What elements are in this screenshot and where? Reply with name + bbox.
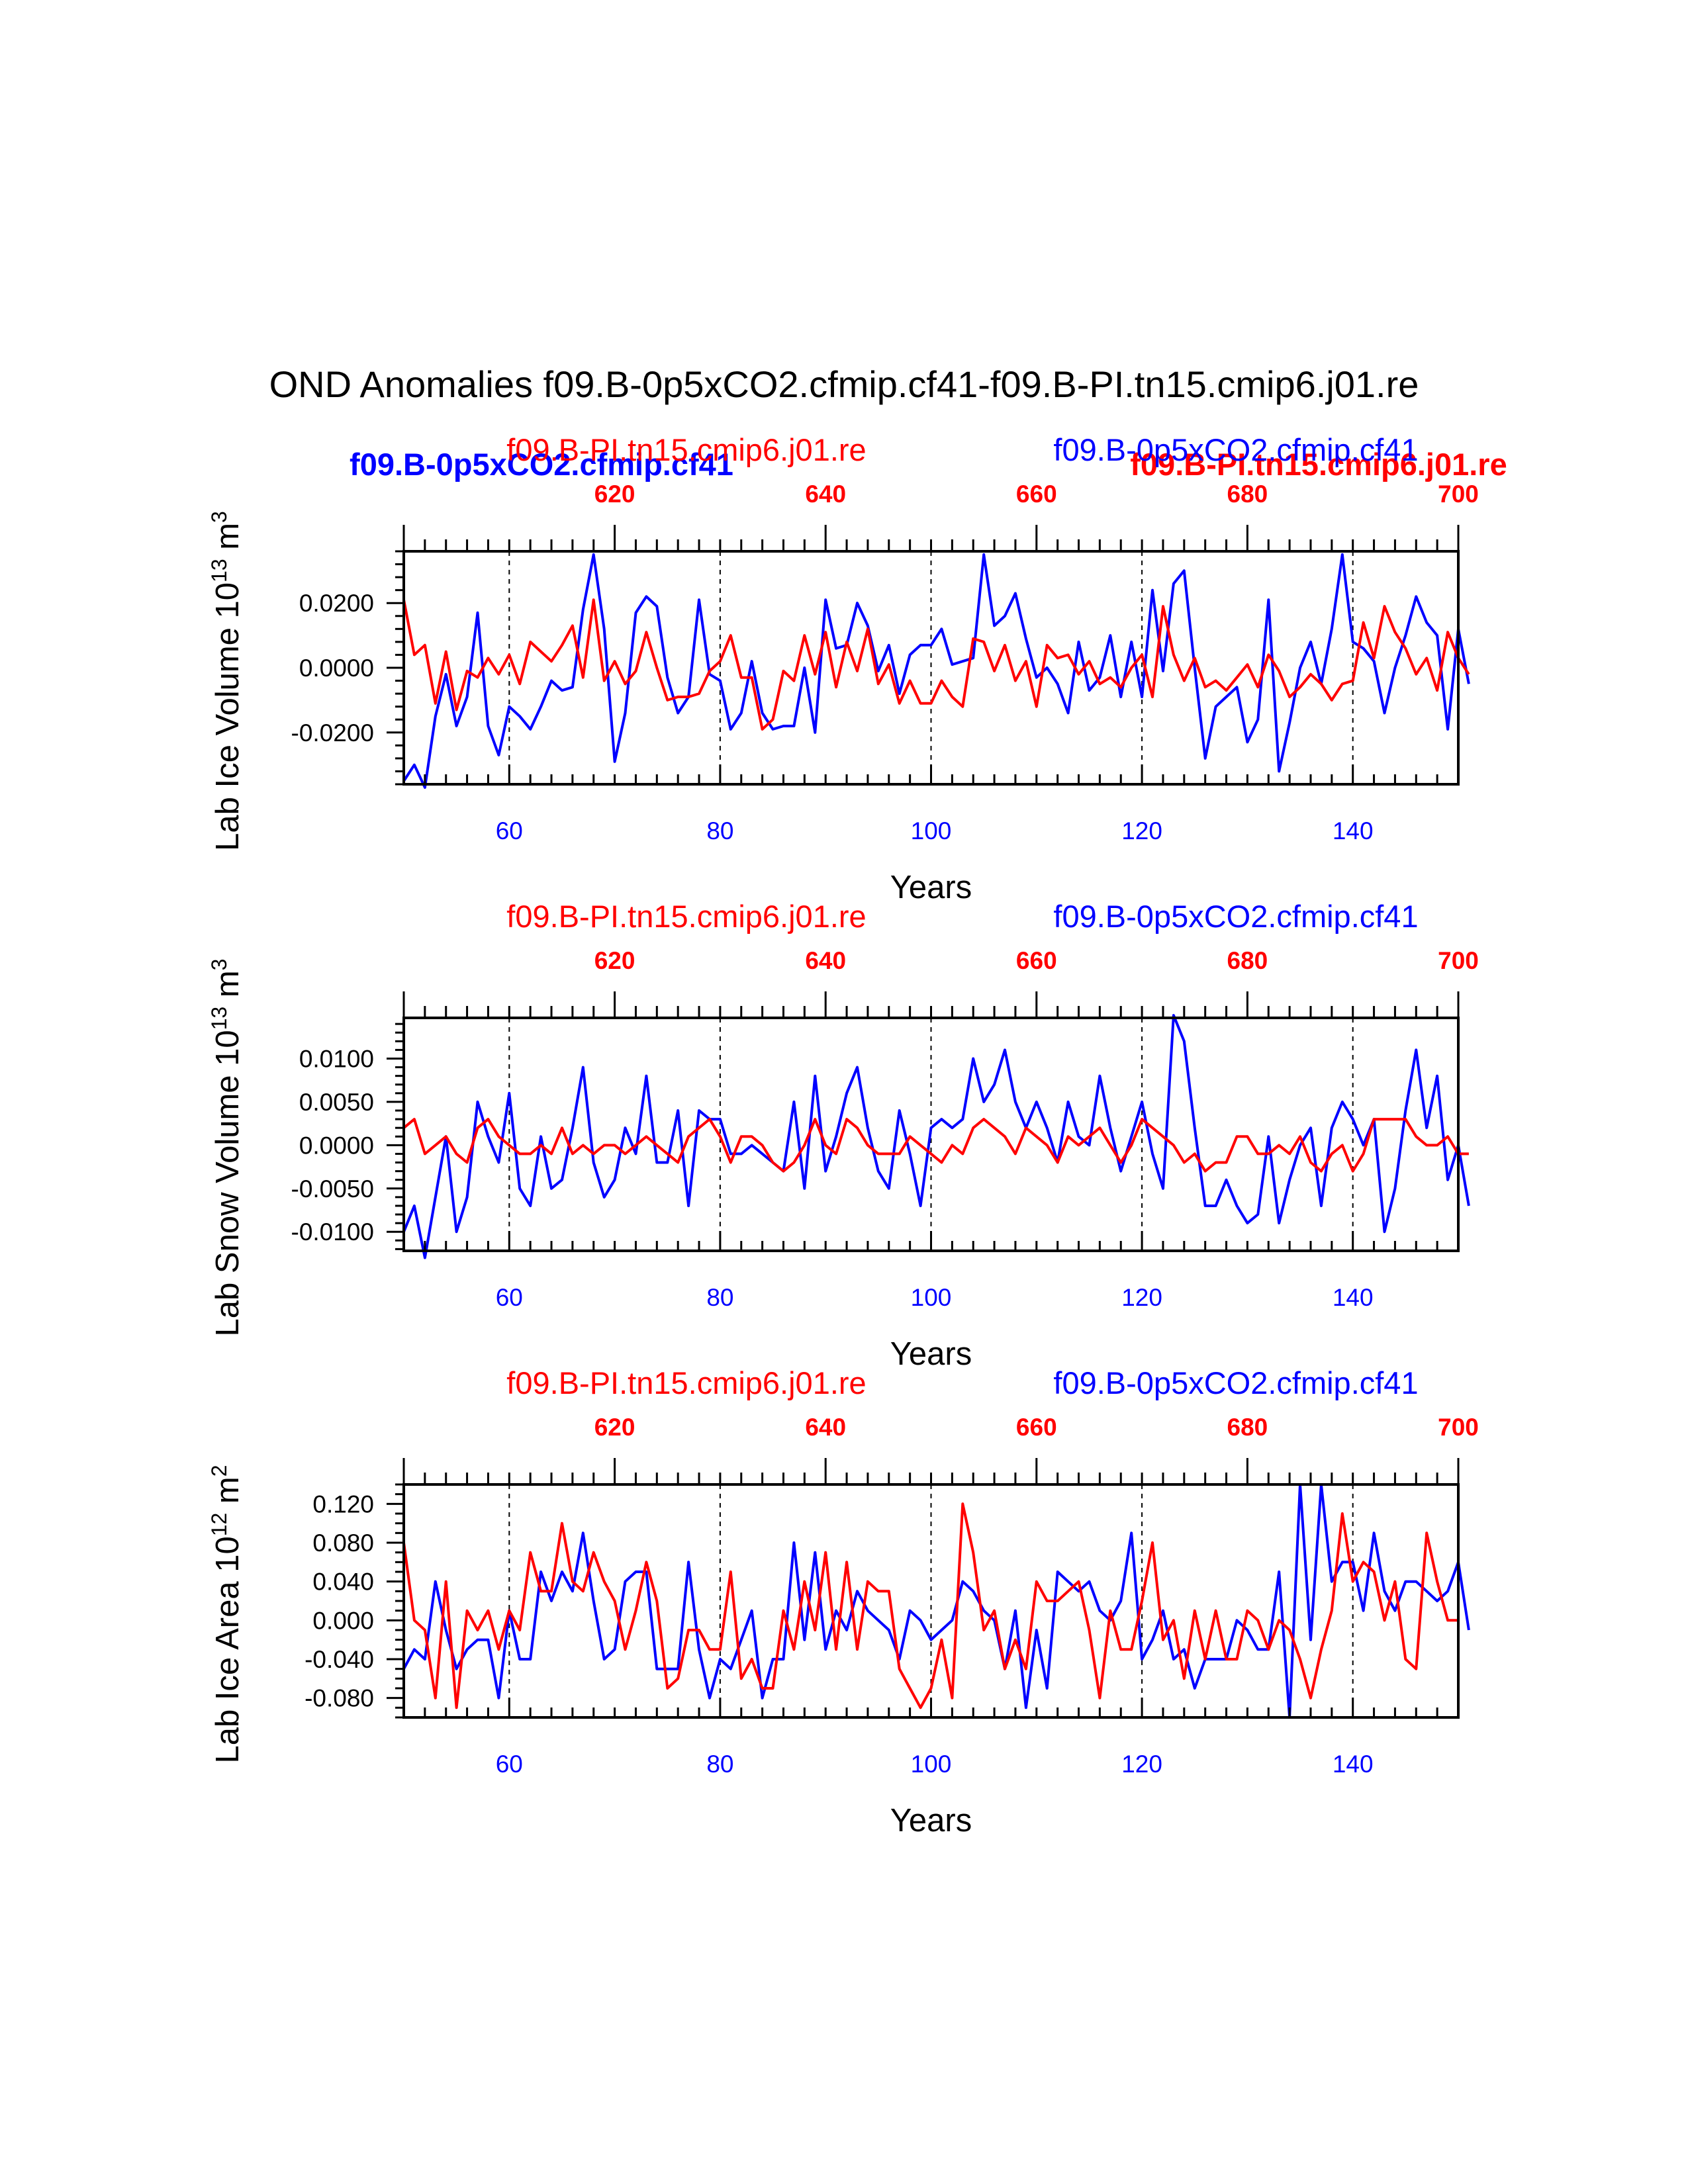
y-tick-label: 0.120 xyxy=(312,1490,374,1518)
y-tick-label: -0.080 xyxy=(305,1685,374,1712)
x-tick-label: 100 xyxy=(911,1751,952,1778)
x-axis-label: Years xyxy=(890,870,972,905)
top-left-run-label: f09.B-PI.tn15.cmip6.j01.re xyxy=(506,899,866,934)
y-tick-label: 0.0050 xyxy=(299,1089,374,1116)
y-tick-label: 0.0000 xyxy=(299,1132,374,1159)
top-x-tick-label: 700 xyxy=(1438,1414,1479,1441)
y-axis-label-ylabel-unit-exp: 3 xyxy=(207,959,231,971)
top-x-tick-label: 640 xyxy=(805,947,846,974)
x-tick-label: 120 xyxy=(1121,1284,1162,1311)
x-tick-label: 60 xyxy=(496,817,523,844)
series-red-line xyxy=(402,1502,1458,1709)
overlay-blue-label: f09.B-0p5xCO2.cfmip.cf41 xyxy=(350,447,733,482)
y-tick-label: -0.0050 xyxy=(291,1175,375,1203)
top-x-tick-label: 660 xyxy=(1016,947,1057,974)
top-right-run-label: f09.B-0p5xCO2.cfmip.cf41 xyxy=(1053,432,1418,467)
y-axis-label-ylabel-unit: m xyxy=(210,970,246,1006)
y-axis-label-ylabel-unit: m xyxy=(210,1477,246,1512)
y-axis-label-ylabel-exp: 13 xyxy=(207,1007,231,1030)
x-axis-label: Years xyxy=(890,1336,972,1372)
top-right-run-label: f09.B-0p5xCO2.cfmip.cf41 xyxy=(1053,899,1418,934)
y-axis-label-ylabel-exp: 13 xyxy=(207,559,231,582)
x-tick-label: 120 xyxy=(1121,1751,1162,1778)
top-x-tick-label: 620 xyxy=(594,480,635,508)
y-axis-label-ylabel-main: Lab Ice Volume 10 xyxy=(210,582,246,851)
top-x-tick-label: 680 xyxy=(1227,947,1268,974)
y-tick-label: 0.040 xyxy=(312,1569,374,1596)
x-tick-label: 60 xyxy=(496,1284,523,1311)
top-x-tick-label: 700 xyxy=(1438,947,1479,974)
top-right-run-label: f09.B-0p5xCO2.cfmip.cf41 xyxy=(1053,1365,1418,1400)
x-tick-label: 100 xyxy=(911,817,952,844)
y-axis-label-ylabel-exp: 12 xyxy=(207,1513,231,1537)
series-blue-line xyxy=(402,1014,1470,1259)
chart-panel-1: -0.0200 0.0000 0.0200 60 80 100 120 140 620 640 66… xyxy=(207,432,1479,905)
figure-title: OND Anomalies f09.B-0p5xCO2.cfmip.cf41-f… xyxy=(269,363,1419,405)
series-red-line xyxy=(402,1118,1469,1173)
top-x-tick-label: 660 xyxy=(1016,480,1057,508)
y-tick-label: 0.0100 xyxy=(299,1046,374,1073)
overlay-red-label: f09.B-PI.tn15.cmip6.j01.re xyxy=(1130,447,1507,482)
x-tick-label: 80 xyxy=(706,1284,733,1311)
x-tick-label: 80 xyxy=(706,1751,733,1778)
y-axis-label-ylabel-unit-exp: 2 xyxy=(207,1465,231,1477)
top-x-tick-label: 640 xyxy=(805,480,846,508)
y-axis-label-ylabel-main: Lab Ice Area 10 xyxy=(210,1536,246,1763)
y-tick-label: 0.0200 xyxy=(299,590,374,617)
top-left-run-label: f09.B-PI.tn15.cmip6.j01.re xyxy=(506,1365,866,1400)
top-x-tick-label: 700 xyxy=(1438,480,1479,508)
x-tick-label: 100 xyxy=(911,1284,952,1311)
x-tick-label: 140 xyxy=(1333,817,1374,844)
top-x-tick-label: 680 xyxy=(1227,480,1268,508)
x-tick-label: 120 xyxy=(1121,817,1162,844)
top-x-tick-label: 660 xyxy=(1016,1414,1057,1441)
chart-panel-2: -0.0100 -0.0050 0.0000 0.0050 0.0100 60 80 100 1… xyxy=(207,899,1479,1372)
y-tick-label: -0.0200 xyxy=(291,719,375,747)
top-x-tick-label: 680 xyxy=(1227,1414,1268,1441)
x-tick-label: 140 xyxy=(1333,1751,1374,1778)
top-x-tick-label: 640 xyxy=(805,1414,846,1441)
x-tick-label: 60 xyxy=(496,1751,523,1778)
top-x-tick-label: 620 xyxy=(594,1414,635,1441)
y-tick-label: -0.040 xyxy=(305,1646,374,1673)
series-blue-line xyxy=(402,1483,1470,1719)
chart-panel-3: -0.080 -0.040 0.000 0.040 0.080 0.120 60 80 100 1… xyxy=(207,1365,1479,1839)
series-blue-line xyxy=(402,553,1470,789)
y-axis-label-ylabel-main: Lab Snow Volume 10 xyxy=(210,1030,246,1336)
y-tick-label: 0.0000 xyxy=(299,655,374,682)
x-axis-label: Years xyxy=(890,1803,972,1839)
y-axis-label-ylabel-unit: m xyxy=(210,523,246,559)
x-tick-label: 80 xyxy=(706,817,733,844)
top-x-tick-label: 620 xyxy=(594,947,635,974)
y-tick-label: 0.080 xyxy=(312,1529,374,1557)
y-axis-label: Lab Snow Volume 1013 m3 xyxy=(207,959,246,1337)
top-left-run-label: f09.B-PI.tn15.cmip6.j01.re xyxy=(506,432,866,467)
panels: -0.0200 0.0000 0.0200 60 80 100 120 140 620 640 66… xyxy=(207,432,1479,1839)
series-red-line xyxy=(402,598,1470,731)
x-tick-label: 140 xyxy=(1333,1284,1374,1311)
y-tick-label: 0.000 xyxy=(312,1607,374,1634)
y-tick-label: -0.0100 xyxy=(291,1218,375,1246)
y-axis-label: Lab Ice Volume 1013 m3 xyxy=(207,511,246,851)
y-axis-label: Lab Ice Area 1012 m2 xyxy=(207,1465,246,1763)
y-axis-label-ylabel-unit-exp: 3 xyxy=(207,511,231,523)
